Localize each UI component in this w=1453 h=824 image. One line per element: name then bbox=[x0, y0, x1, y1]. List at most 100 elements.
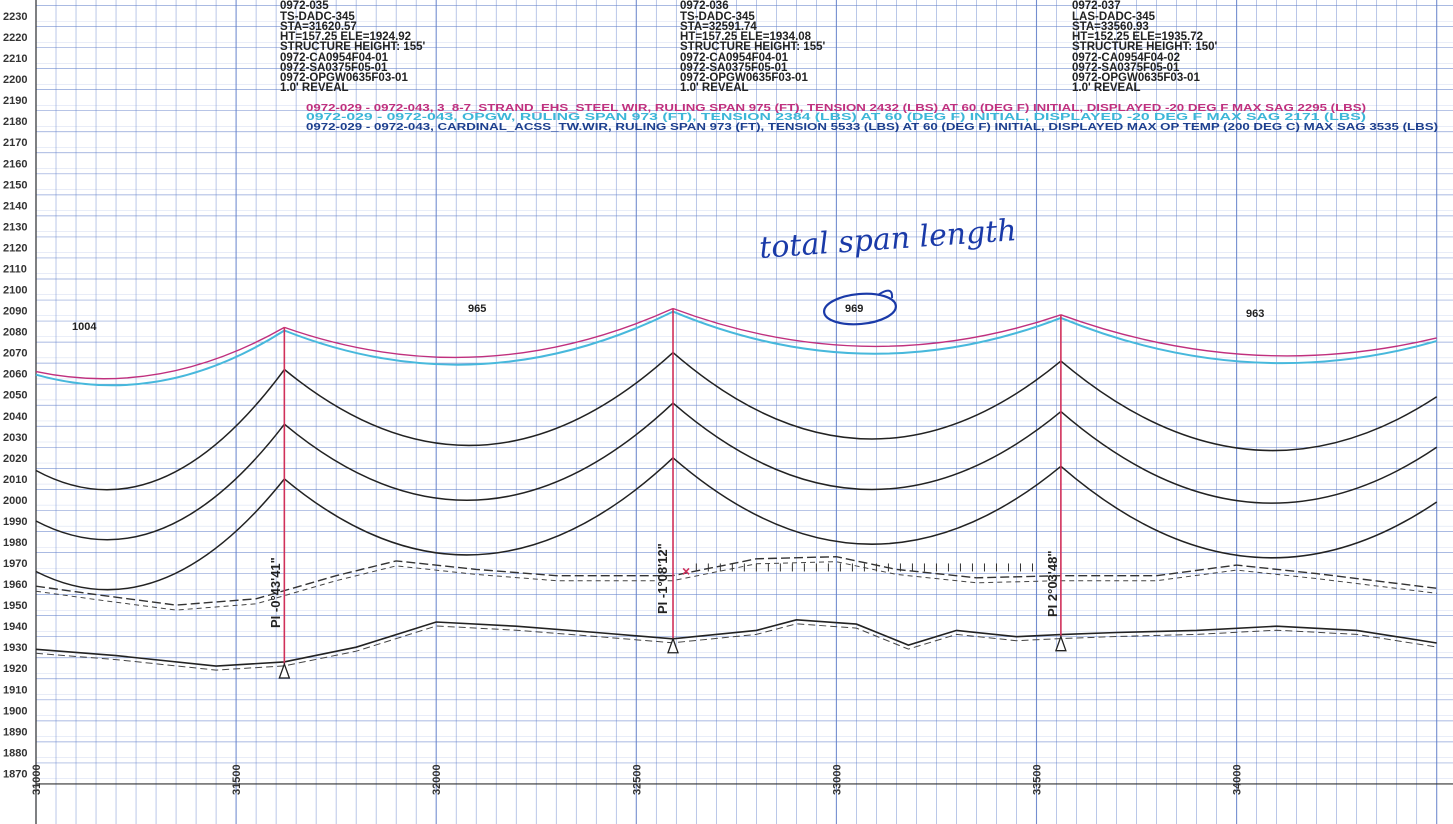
structure-height: STRUCTURE HEIGHT: 150' bbox=[1072, 41, 1217, 53]
elevation-tick-label: 2100 bbox=[3, 285, 27, 297]
elevation-tick-label: 1900 bbox=[3, 705, 27, 717]
elevation-tick-label: 2210 bbox=[3, 53, 27, 65]
structure-attach-1: 0972-CA0954F04-01 bbox=[680, 52, 789, 64]
side-profile-dashed-2 bbox=[35, 561, 1437, 611]
station-tick-label: 33500 bbox=[1032, 764, 1044, 795]
structure-id: 0972-037 bbox=[1072, 0, 1121, 12]
ground-profile-line bbox=[35, 618, 1437, 667]
structure-attach-1: 0972-CA0954F04-02 bbox=[1072, 52, 1180, 64]
elevation-tick-label: 2230 bbox=[3, 11, 27, 23]
wire-catenaries bbox=[35, 307, 1438, 591]
pi-angle-label: PI 2°03'48" bbox=[1045, 551, 1060, 618]
elevation-tick-label: 2040 bbox=[3, 411, 27, 423]
conductor-wire bbox=[283, 457, 674, 556]
station-tick-label: 32500 bbox=[631, 764, 643, 795]
structure-base-triangle bbox=[278, 662, 291, 679]
grid bbox=[35, 0, 1453, 824]
structure-reveal: 1.0' REVEAL bbox=[1072, 82, 1141, 94]
red-x-mark: × bbox=[682, 563, 690, 579]
legend-line-shield: 0972-029 - 0972-043, 3_8-7_STRAND_EHS_ST… bbox=[306, 102, 1366, 114]
elevation-tick-label: 2010 bbox=[3, 474, 27, 486]
elevation-tick-label: 1890 bbox=[3, 726, 27, 738]
span-length-label: 965 bbox=[468, 303, 486, 315]
conductor-wire bbox=[35, 369, 286, 491]
conductor-wire bbox=[283, 352, 674, 447]
elevation-tick-label: 2030 bbox=[3, 432, 27, 444]
elevation-tick-label: 2150 bbox=[3, 179, 27, 191]
structure-attach-2: 0972-SA0375F05-01 bbox=[280, 62, 388, 74]
conductor-wire bbox=[283, 402, 674, 501]
conductor-wire bbox=[1060, 411, 1438, 504]
elevation-tick-label: 2070 bbox=[3, 348, 27, 360]
annotation-circle bbox=[823, 292, 897, 326]
structure-ht-ele: HT=152.25 ELE=1935.72 bbox=[1072, 31, 1203, 43]
opgw-wire bbox=[35, 329, 285, 387]
shield-wire bbox=[284, 307, 674, 359]
pi-angle-label: PI -1°08'12" bbox=[655, 543, 670, 614]
elevation-tick-label: 2080 bbox=[3, 327, 27, 339]
station-tick-label: 32000 bbox=[431, 764, 443, 795]
structure-label-0972-035: 0972-035 TS-DADC-345 STA=31620.57 HT=157… bbox=[280, 0, 425, 94]
station-tick-label: 34000 bbox=[1232, 764, 1244, 795]
structure-attach-3: 0972-OPGW0635F03-01 bbox=[680, 72, 808, 84]
structure-attach-2: 0972-SA0375F05-01 bbox=[1072, 62, 1180, 74]
span-length-label: 969 bbox=[845, 303, 863, 315]
station-tick-label: 31500 bbox=[231, 764, 243, 795]
elevation-tick-label: 2160 bbox=[3, 158, 27, 170]
elevation-tick-label: 1950 bbox=[3, 600, 27, 612]
structure-height: STRUCTURE HEIGHT: 155' bbox=[680, 41, 825, 53]
pi-angle-label: PI -0°43'41" bbox=[268, 557, 283, 628]
conductor-wire bbox=[1060, 360, 1438, 452]
structure-station: STA=32591.74 bbox=[680, 21, 757, 33]
shield-wire bbox=[672, 307, 1062, 348]
elevation-tick-label: 2190 bbox=[3, 95, 27, 107]
conductor-wire bbox=[35, 478, 285, 591]
elevation-tick-label: 2050 bbox=[3, 390, 27, 402]
structure-station: STA=33560.93 bbox=[1072, 21, 1149, 33]
opgw-wire bbox=[284, 310, 674, 366]
elevation-tick-label: 1980 bbox=[3, 537, 27, 549]
elevation-tick-label: 2140 bbox=[3, 200, 27, 212]
structure-id: 0972-036 bbox=[680, 0, 729, 12]
legend-line-opgw: 0972-029 - 0972-043, OPGW, RULING SPAN 9… bbox=[306, 111, 1366, 123]
elevation-tick-label: 1870 bbox=[3, 768, 27, 780]
shield-wire bbox=[1060, 314, 1437, 357]
elevation-tick-label: 2200 bbox=[3, 74, 27, 86]
opgw-wire bbox=[672, 310, 1062, 355]
structure-station: STA=31620.57 bbox=[280, 21, 357, 33]
structure-attach-2: 0972-SA0375F05-01 bbox=[680, 62, 788, 74]
elevation-tick-label: 1990 bbox=[3, 516, 27, 528]
structure-type: LAS-DADC-345 bbox=[1072, 11, 1156, 23]
structure-label-0972-037: 0972-037 LAS-DADC-345 STA=33560.93 HT=15… bbox=[1072, 0, 1217, 94]
side-profile-dashed bbox=[35, 555, 1437, 606]
conductor-wire bbox=[1060, 465, 1438, 559]
elevation-tick-label: 1940 bbox=[3, 621, 27, 633]
structure-label-0972-036: 0972-036 TS-DADC-345 STA=32591.74 HT=157… bbox=[680, 0, 825, 94]
structure-id: 0972-035 bbox=[280, 0, 329, 12]
elevation-tick-label: 1960 bbox=[3, 579, 27, 591]
elevation-axis-labels: 2230 2220 2210 2200 2190 2180 2170 2160 2150 2140… bbox=[3, 11, 27, 780]
station-axis-labels: 31000 31500 32000 32500 33000 33500 34000 bbox=[31, 764, 1244, 795]
structure-base-triangle bbox=[1054, 634, 1067, 652]
station-tick-label: 31000 bbox=[31, 764, 43, 795]
elevation-tick-label: 1910 bbox=[3, 684, 27, 696]
elevation-tick-label: 2060 bbox=[3, 369, 27, 381]
structure-ht-ele: HT=157.25 ELE=1924.92 bbox=[280, 31, 411, 43]
structure-base-triangle bbox=[667, 636, 679, 654]
conductor-wire bbox=[672, 457, 1062, 545]
structure-attach-3: 0972-OPGW0635F03-01 bbox=[280, 72, 408, 84]
conductor-wire bbox=[672, 402, 1062, 491]
elevation-tick-label: 1880 bbox=[3, 747, 27, 759]
structure-attach-3: 0972-OPGW0635F03-01 bbox=[1072, 72, 1200, 84]
elevation-tick-label: 1920 bbox=[3, 663, 27, 675]
opgw-wire bbox=[1060, 316, 1437, 365]
elevation-tick-label: 2120 bbox=[3, 242, 27, 254]
elevation-tick-label: 2000 bbox=[3, 495, 27, 507]
elevation-tick-label: 2090 bbox=[3, 306, 27, 318]
structure-reveal: 1.0' REVEAL bbox=[280, 82, 349, 94]
structure-height: STRUCTURE HEIGHT: 155' bbox=[280, 41, 425, 53]
conductor-wire bbox=[35, 423, 285, 541]
elevation-tick-label: 2130 bbox=[3, 221, 27, 233]
